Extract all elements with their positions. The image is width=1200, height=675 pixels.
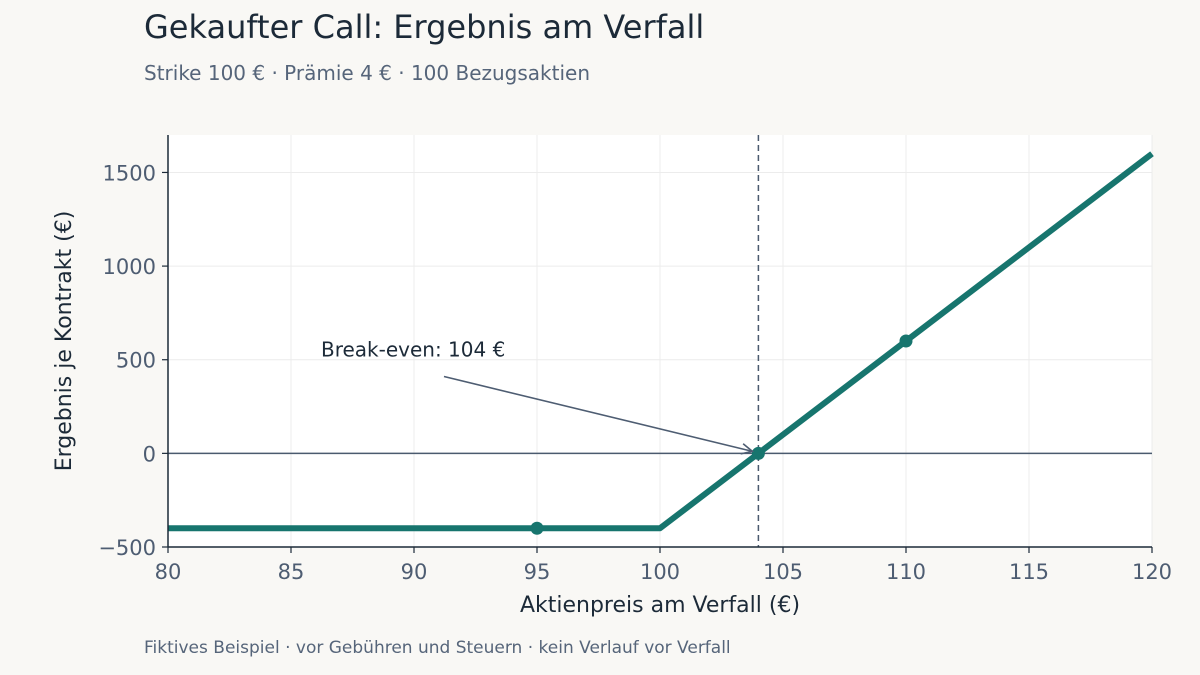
data-point <box>530 521 544 535</box>
x-tick-label: 90 <box>401 560 428 584</box>
x-axis-label: Aktienpreis am Verfall (€) <box>520 593 800 618</box>
x-tick-label: 80 <box>155 560 182 584</box>
x-tick-label: 100 <box>640 560 680 584</box>
chart-title: Gekaufter Call: Ergebnis am Verfall <box>144 8 705 46</box>
y-tick-label: 1000 <box>103 255 156 279</box>
x-tick-label: 95 <box>524 560 551 584</box>
x-tick-label: 120 <box>1132 560 1172 584</box>
annotation: Break-even: 104 € <box>321 337 755 455</box>
payoff-line <box>168 151 1154 532</box>
y-tick-label: 1500 <box>103 161 156 185</box>
series-layer <box>168 151 1154 535</box>
reference-lines <box>168 135 1152 547</box>
data-point <box>751 446 765 460</box>
x-tick-label: 105 <box>763 560 803 584</box>
footnote: Fiktives Beispiel · vor Gebühren und Ste… <box>144 638 731 658</box>
y-tick-label: −500 <box>98 536 156 560</box>
y-tick-label: 500 <box>116 349 156 373</box>
y-axis-label: Ergebnis je Kontrakt (€) <box>52 211 77 472</box>
annotation-arrowhead <box>740 443 755 455</box>
data-point <box>899 334 913 348</box>
axes: 80 85 90 95 100 105 110 115 120 −500 0 500 1000 1500 A… <box>52 135 1172 618</box>
x-tick-label: 110 <box>886 560 926 584</box>
x-tick-label: 115 <box>1009 560 1049 584</box>
annotation-label: Break-even: 104 € <box>321 337 505 361</box>
x-tick-label: 85 <box>278 560 305 584</box>
annotation-arrow <box>443 375 753 453</box>
y-tick-label: 0 <box>143 442 156 466</box>
chart-subtitle: Strike 100 € · Prämie 4 € · 100 Bezugsak… <box>144 61 591 85</box>
